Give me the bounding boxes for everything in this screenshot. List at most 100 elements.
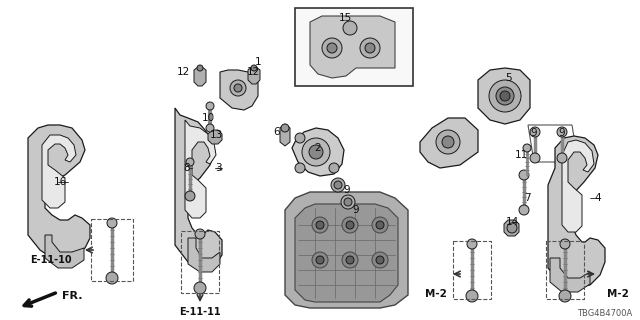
Text: TBG4B4700A: TBG4B4700A bbox=[577, 309, 632, 318]
Text: 6: 6 bbox=[274, 127, 280, 137]
Circle shape bbox=[365, 43, 375, 53]
Circle shape bbox=[295, 163, 305, 173]
Circle shape bbox=[316, 221, 324, 229]
Circle shape bbox=[107, 218, 117, 228]
Circle shape bbox=[530, 127, 540, 137]
Circle shape bbox=[346, 221, 354, 229]
Polygon shape bbox=[292, 128, 344, 176]
Text: 12: 12 bbox=[177, 67, 189, 77]
Polygon shape bbox=[504, 220, 519, 236]
Circle shape bbox=[322, 38, 342, 58]
Circle shape bbox=[327, 43, 337, 53]
Circle shape bbox=[281, 124, 289, 132]
Polygon shape bbox=[548, 136, 605, 288]
Circle shape bbox=[519, 170, 529, 180]
Text: 9: 9 bbox=[353, 205, 359, 215]
Circle shape bbox=[372, 217, 388, 233]
Circle shape bbox=[251, 65, 257, 71]
Circle shape bbox=[442, 136, 454, 148]
Polygon shape bbox=[478, 68, 530, 124]
Circle shape bbox=[234, 84, 242, 92]
Circle shape bbox=[559, 290, 571, 302]
Polygon shape bbox=[550, 258, 590, 292]
Circle shape bbox=[206, 124, 214, 132]
Circle shape bbox=[436, 130, 460, 154]
Bar bbox=[181, 231, 219, 293]
Bar bbox=[295, 8, 413, 86]
Text: 16: 16 bbox=[53, 177, 67, 187]
Circle shape bbox=[523, 144, 531, 152]
Circle shape bbox=[343, 21, 357, 35]
Text: E-11-10: E-11-10 bbox=[30, 255, 72, 265]
Text: 4: 4 bbox=[595, 193, 602, 203]
Text: 5: 5 bbox=[505, 73, 511, 83]
Circle shape bbox=[372, 252, 388, 268]
Circle shape bbox=[312, 252, 328, 268]
Text: E-11-11: E-11-11 bbox=[179, 307, 221, 317]
Circle shape bbox=[197, 65, 203, 71]
Circle shape bbox=[206, 102, 214, 110]
Circle shape bbox=[185, 191, 195, 201]
Circle shape bbox=[344, 198, 352, 206]
Circle shape bbox=[334, 181, 342, 189]
Text: 11: 11 bbox=[515, 150, 527, 160]
Circle shape bbox=[376, 256, 384, 264]
Circle shape bbox=[106, 272, 118, 284]
Polygon shape bbox=[248, 67, 260, 84]
Circle shape bbox=[316, 256, 324, 264]
Polygon shape bbox=[285, 192, 408, 308]
Text: FR.: FR. bbox=[62, 291, 83, 301]
Circle shape bbox=[342, 252, 358, 268]
Text: M-2: M-2 bbox=[425, 289, 447, 299]
Polygon shape bbox=[562, 140, 594, 232]
Circle shape bbox=[331, 178, 345, 192]
Text: 2: 2 bbox=[315, 143, 321, 153]
Circle shape bbox=[496, 87, 514, 105]
Circle shape bbox=[560, 239, 570, 249]
Polygon shape bbox=[310, 16, 395, 78]
Text: 8: 8 bbox=[184, 163, 190, 173]
Polygon shape bbox=[220, 70, 258, 110]
Circle shape bbox=[557, 127, 567, 137]
Circle shape bbox=[186, 158, 194, 166]
Polygon shape bbox=[208, 130, 222, 144]
Text: 7: 7 bbox=[524, 193, 531, 203]
Polygon shape bbox=[295, 204, 398, 302]
Circle shape bbox=[466, 290, 478, 302]
Polygon shape bbox=[185, 120, 216, 218]
Circle shape bbox=[467, 239, 477, 249]
Text: 3: 3 bbox=[214, 163, 221, 173]
Circle shape bbox=[346, 256, 354, 264]
Text: 14: 14 bbox=[506, 217, 518, 227]
Bar bbox=[453, 241, 491, 299]
Text: 9: 9 bbox=[531, 128, 538, 138]
Circle shape bbox=[530, 153, 540, 163]
Polygon shape bbox=[42, 135, 76, 208]
Circle shape bbox=[360, 38, 380, 58]
Text: 10: 10 bbox=[202, 113, 214, 123]
Circle shape bbox=[230, 80, 246, 96]
Polygon shape bbox=[194, 67, 206, 86]
Circle shape bbox=[557, 153, 567, 163]
Circle shape bbox=[329, 163, 339, 173]
Text: 15: 15 bbox=[339, 13, 351, 23]
Text: 13: 13 bbox=[209, 130, 223, 140]
Text: 9: 9 bbox=[344, 185, 350, 195]
Polygon shape bbox=[420, 118, 478, 168]
Circle shape bbox=[341, 195, 355, 209]
Circle shape bbox=[312, 217, 328, 233]
Polygon shape bbox=[28, 125, 90, 260]
Polygon shape bbox=[280, 124, 290, 146]
Polygon shape bbox=[45, 235, 84, 268]
Circle shape bbox=[376, 221, 384, 229]
Bar bbox=[546, 241, 584, 299]
Circle shape bbox=[295, 133, 305, 143]
Circle shape bbox=[489, 80, 521, 112]
Text: M-2: M-2 bbox=[607, 289, 629, 299]
Circle shape bbox=[519, 205, 529, 215]
Circle shape bbox=[342, 217, 358, 233]
Polygon shape bbox=[175, 108, 222, 268]
Circle shape bbox=[302, 138, 330, 166]
Bar bbox=[91, 219, 133, 281]
Circle shape bbox=[309, 145, 323, 159]
